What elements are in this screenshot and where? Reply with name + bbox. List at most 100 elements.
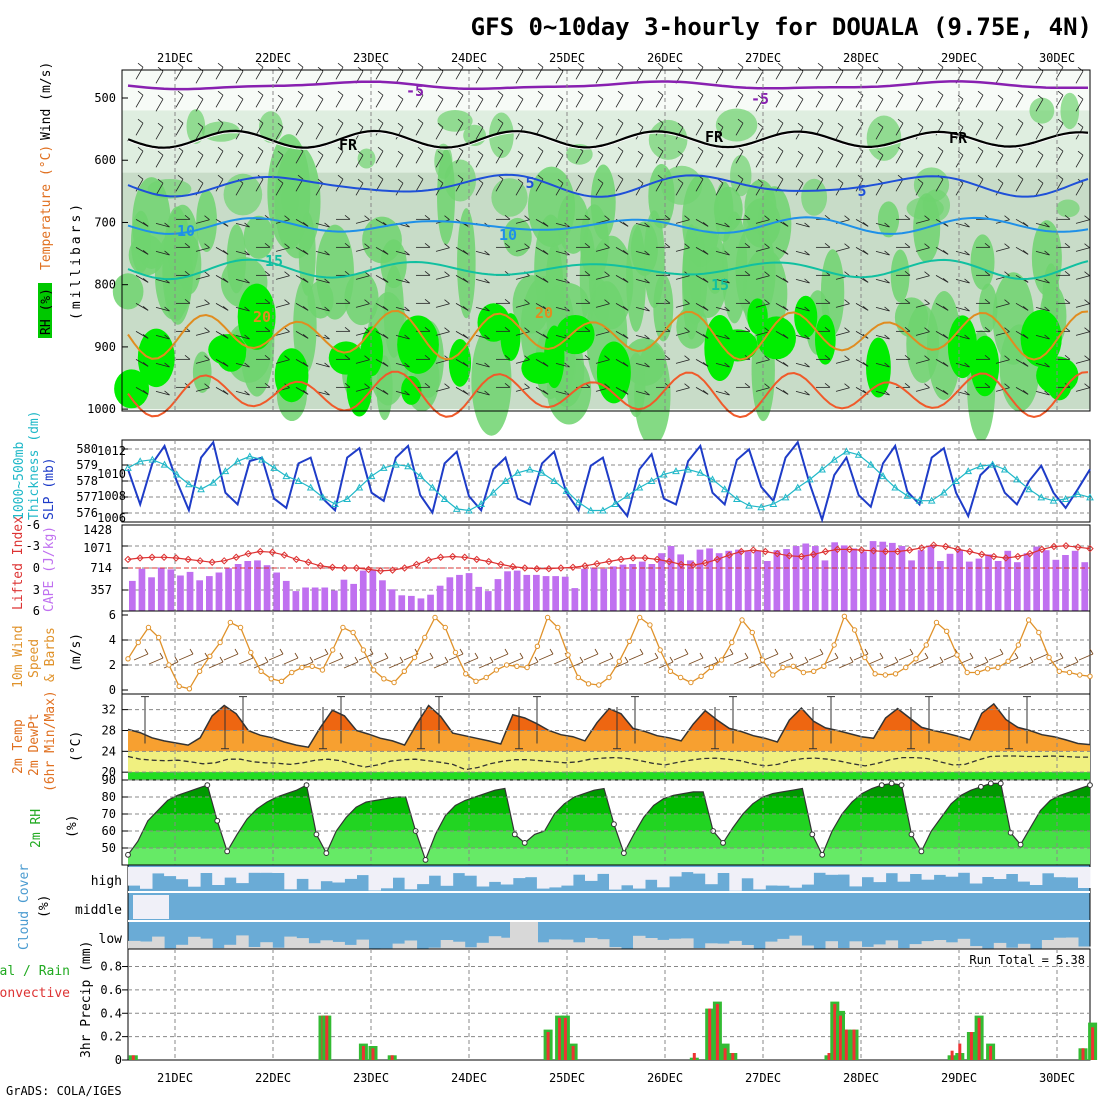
wind-barb xyxy=(835,71,844,84)
thickness-marker xyxy=(672,467,680,475)
wind-barb-flag xyxy=(622,390,629,395)
wind-barb xyxy=(815,179,824,192)
rh-moist-blob-upper xyxy=(801,178,828,216)
wind-barb xyxy=(195,219,210,224)
wind-barb xyxy=(755,183,764,196)
thickness-marker xyxy=(501,476,510,484)
wind-speed-marker xyxy=(729,639,735,646)
wind-speed-marker xyxy=(483,674,489,681)
wind-barb xyxy=(1075,155,1084,168)
wind-barb-flag xyxy=(777,118,784,124)
wind-barb-flag xyxy=(344,215,351,220)
wind-barb-flag xyxy=(782,390,789,395)
wind-barb xyxy=(675,331,690,336)
wind-barb-flag xyxy=(782,362,789,367)
wind-barb-flag xyxy=(404,334,410,340)
wind-barb xyxy=(715,334,730,340)
wind-barb xyxy=(395,155,404,168)
wind-barb-flag xyxy=(644,250,650,256)
cape-bar xyxy=(1052,559,1060,611)
wind-barb xyxy=(195,71,204,84)
wind-speed-marker xyxy=(565,652,571,658)
cape-bar xyxy=(763,561,771,611)
wind-barb-flag xyxy=(644,222,650,228)
wind-barb-flag xyxy=(517,66,524,72)
rh-band xyxy=(128,848,1090,865)
wind-barb xyxy=(995,247,1010,252)
wind-barb-flag xyxy=(164,362,170,368)
wind-barb xyxy=(195,99,204,112)
slp-tick: 1012 xyxy=(97,444,126,458)
wind-barb xyxy=(635,390,650,396)
wind-barb-flag xyxy=(942,278,949,283)
wind-barb-flag xyxy=(604,243,610,249)
wind-speed-marker xyxy=(1056,668,1062,674)
wind-barb xyxy=(1048,657,1064,665)
wind-speed-marker xyxy=(309,663,315,669)
rh-moist-blob xyxy=(293,278,317,374)
precip-tick: 0.2 xyxy=(100,1030,122,1044)
rh-moist-blob xyxy=(112,273,144,310)
wind-barb xyxy=(375,67,384,80)
cape-bar xyxy=(408,595,415,611)
wind-barb-flag xyxy=(284,355,290,361)
wind-barb-flag xyxy=(542,250,549,255)
wind-barb-flag xyxy=(764,299,770,305)
rh-marker xyxy=(620,850,627,856)
wind-barb-flag xyxy=(344,355,351,360)
lifted-index-marker xyxy=(737,547,745,556)
cloud-high-clear xyxy=(705,867,718,885)
wind-barb-flag xyxy=(697,90,704,96)
wind-barb xyxy=(598,657,614,665)
wind-barb-flag xyxy=(1022,222,1029,227)
cloud-high-clear xyxy=(885,867,899,874)
wind-speed-marker xyxy=(258,668,264,674)
wind-barb-flag xyxy=(417,174,424,180)
wind-barb-flag xyxy=(384,652,389,659)
cape-bar xyxy=(138,568,146,611)
wind-barb-flag xyxy=(1057,62,1064,68)
cape-bar xyxy=(206,576,213,611)
wind-barb xyxy=(695,179,704,192)
cape-bar xyxy=(302,587,309,611)
wind-speed-marker xyxy=(954,652,960,658)
wind-barb-flag xyxy=(517,150,524,156)
lifted-index-marker xyxy=(316,562,325,570)
cloud-high-clear xyxy=(741,867,754,879)
wind-barb-flag xyxy=(244,222,250,228)
cape-bar xyxy=(802,543,810,611)
wind-barb xyxy=(755,155,764,168)
wind-barb-flag xyxy=(917,178,924,184)
date-label-top: 29DEC xyxy=(941,51,977,65)
precip-convective-bar xyxy=(563,1017,567,1060)
wind-barb xyxy=(355,359,370,364)
slp-tick: 1006 xyxy=(97,511,126,525)
precip-convective-bar xyxy=(708,1008,712,1060)
wind-barb xyxy=(755,331,770,336)
wind-speed-marker xyxy=(135,639,141,646)
thickness-marker xyxy=(1037,493,1046,501)
wind-barb-flag xyxy=(644,306,650,312)
wind-barb xyxy=(275,155,284,168)
wind-barb-flag xyxy=(404,306,410,312)
wind-barb-flag xyxy=(877,150,884,156)
precip-ticks: 0.80.60.40.20 xyxy=(100,960,128,1067)
wind-speed-marker xyxy=(1087,673,1093,679)
wind-barb-flag xyxy=(317,150,324,156)
lifted-index-marker xyxy=(364,565,373,574)
wind-barb xyxy=(995,99,1004,112)
wind-barb xyxy=(295,123,304,136)
lifted-index-marker xyxy=(809,550,818,559)
wind-barb-flag xyxy=(702,362,709,367)
wind-barb-flag xyxy=(884,390,890,396)
wind-barb xyxy=(395,334,410,340)
wind-barb-flag xyxy=(462,278,469,283)
wind-tick: 4 xyxy=(109,633,116,647)
wind-barb-flag xyxy=(484,278,490,284)
wind-barb-flag xyxy=(1017,174,1024,180)
wind-speed-marker xyxy=(166,662,172,668)
rh-saturated-blob xyxy=(521,352,560,384)
wind-barb xyxy=(1035,222,1050,228)
wind-speed-marker xyxy=(1015,642,1022,648)
